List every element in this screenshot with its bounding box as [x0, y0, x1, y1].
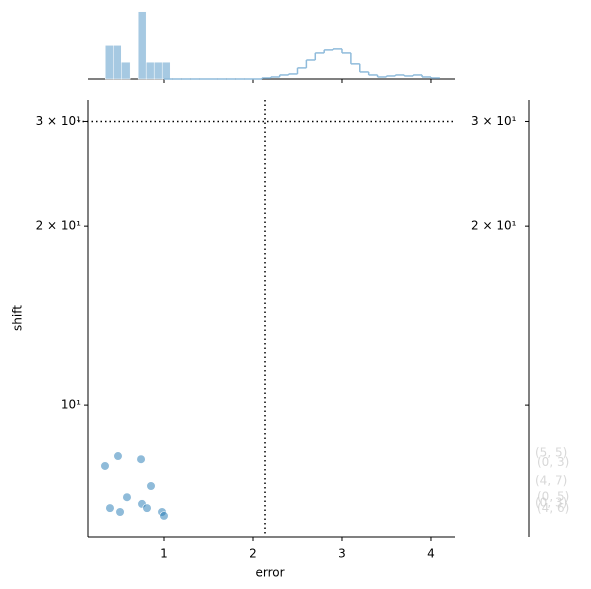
marginal-y-tick-label: 2 × 10¹ — [471, 219, 517, 233]
annotation: (4, 6) — [537, 501, 569, 515]
annotation: (5, 5) — [535, 446, 567, 460]
annotation: (0, 3) — [537, 455, 569, 469]
point — [105, 503, 115, 513]
x-tick-label: 4 — [427, 547, 435, 561]
point — [113, 451, 123, 461]
x-axis-label: error — [255, 566, 284, 580]
marginal-bar — [153, 61, 163, 80]
annotation: (4, 7) — [535, 474, 567, 488]
marginal-bar — [105, 45, 114, 80]
point — [142, 503, 152, 513]
annotation: (0, 3) — [535, 495, 567, 509]
point — [136, 454, 146, 464]
point — [100, 461, 110, 471]
marginal-bar — [121, 61, 131, 80]
x-tick-label: 2 — [249, 547, 257, 561]
marginal-y-tick-label: 3 × 10¹ — [471, 114, 517, 128]
y-axis-label: shift — [11, 305, 25, 331]
annotation: (0, 5) — [537, 490, 569, 504]
marginal-bar — [161, 61, 171, 80]
marginal-bar — [145, 61, 155, 80]
marginal-bar — [113, 45, 122, 80]
x-tick-label: 1 — [160, 547, 168, 561]
x-tick-label: 3 — [338, 547, 346, 561]
y-tick-label: 10¹ — [61, 398, 81, 412]
point — [159, 511, 169, 521]
marginal-bar — [137, 11, 147, 80]
point — [122, 492, 132, 502]
y-tick-label: 3 × 10¹ — [36, 114, 82, 128]
point — [146, 481, 156, 491]
y-tick-label: 2 × 10¹ — [36, 219, 82, 233]
point — [115, 507, 125, 517]
